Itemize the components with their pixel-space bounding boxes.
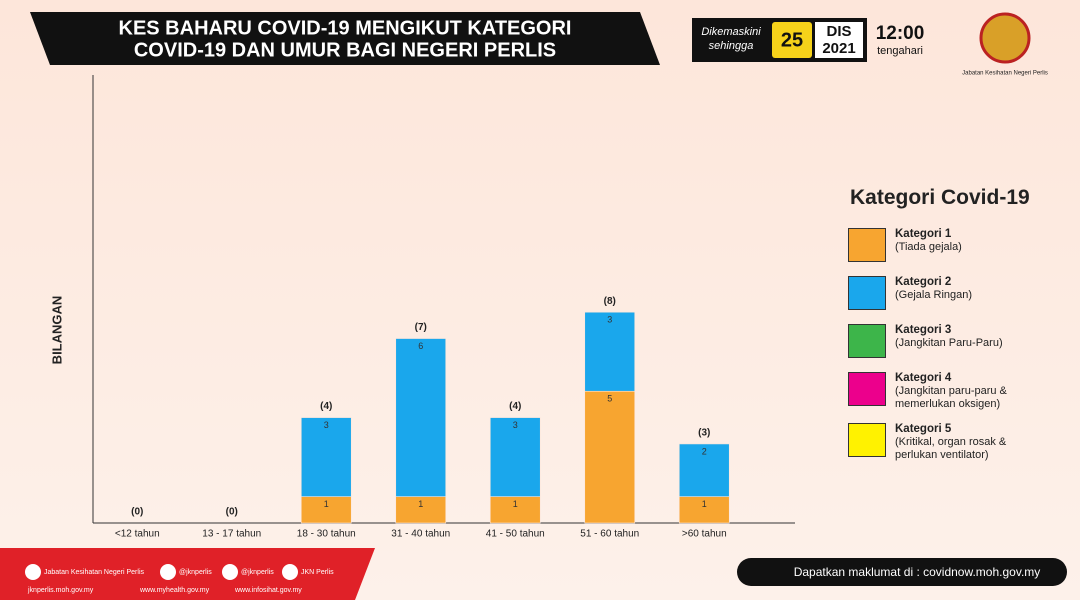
segment-label: 5	[607, 394, 612, 404]
total-label: (4)	[509, 401, 521, 412]
bar-segment	[300, 496, 352, 524]
bar-segment	[489, 417, 541, 497]
legend-description: (Jangkitan Paru-Paru)	[895, 337, 1003, 349]
legend-description: (Kritikal, organ rosak & perlukan ventil…	[895, 436, 1007, 461]
segment-label: 1	[324, 499, 329, 509]
segment-label: 3	[513, 420, 518, 430]
legend-text: Kategori 4 (Jangkitan paru-paru & memerlu…	[895, 372, 1045, 411]
x-tick-label: 31 - 40 tahun	[391, 529, 450, 540]
social-handle: Jabatan Kesihatan Negeri Perlis	[44, 569, 145, 576]
social-handle: @jknperlis	[241, 569, 274, 576]
footer-info-box	[737, 558, 1067, 586]
footer-site: www.myhealth.gov.my	[139, 587, 210, 594]
footer-site: www.infosihat.gov.my	[234, 587, 302, 594]
legend-description: (Tiada gejala)	[895, 241, 962, 253]
day: 25	[781, 29, 803, 51]
segment-label: 1	[702, 499, 707, 509]
bar-segment	[395, 338, 447, 497]
total-label: (0)	[131, 507, 143, 518]
logo-caption: Jabatan Kesihatan Negeri Perlis	[962, 71, 1048, 77]
bar-segment	[584, 390, 636, 524]
bar-segment	[395, 496, 447, 524]
legend-item: Kategori 3 (Jangkitan Paru-Paru)	[848, 324, 1058, 360]
legend-item: Kategori 2 (Gejala Ringan)	[848, 276, 1058, 312]
social-handle: JKN Perlis	[301, 569, 334, 576]
legend-text: Kategori 2 (Gejala Ringan)	[895, 276, 1045, 312]
x-tick-label: >60 tahun	[682, 529, 727, 540]
logo	[979, 12, 1031, 64]
legend-title: Kategori Covid-19	[850, 186, 1030, 209]
updated-label: Dikemaskini	[701, 26, 761, 38]
bar-segment	[489, 496, 541, 524]
footer-info: Dapatkan maklumat di : covidnow.moh.gov.…	[794, 565, 1041, 579]
bar-segment	[300, 417, 352, 497]
time: 12:00	[876, 23, 925, 44]
legend-swatch	[848, 372, 886, 406]
total-label: (8)	[604, 296, 616, 307]
social-icon	[160, 564, 176, 580]
social-handle: @jknperlis	[179, 569, 212, 576]
legend-item: Kategori 1 (Tiada gejala)	[848, 228, 1058, 264]
social-icon	[282, 564, 298, 580]
segment-label: 1	[418, 499, 423, 509]
total-label: (4)	[320, 401, 332, 412]
updated-label: sehingga	[709, 40, 754, 52]
legend-swatch	[848, 423, 886, 457]
legend-swatch	[848, 228, 886, 262]
time-note: tengahari	[877, 45, 923, 57]
legend-text: Kategori 5 (Kritikal, organ rosak & perlu…	[895, 423, 1045, 462]
legend-name: Kategori 5	[895, 423, 952, 435]
segment-label: 3	[324, 420, 329, 430]
bar-segment	[678, 496, 730, 524]
bar-segment	[584, 311, 636, 392]
legend-name: Kategori 2	[895, 276, 952, 288]
legend-name: Kategori 4	[895, 372, 952, 384]
year: 2021	[822, 40, 855, 57]
segment-label: 3	[607, 315, 612, 325]
footer-banner	[0, 548, 375, 600]
legend-item: Kategori 4 (Jangkitan paru-paru & memerlu…	[848, 372, 1058, 411]
x-tick-label: 18 - 30 tahun	[297, 529, 356, 540]
legend-name: Kategori 1	[895, 228, 952, 240]
total-label: (0)	[226, 507, 238, 518]
social-icon	[25, 564, 41, 580]
total-label: (7)	[415, 322, 427, 333]
legend-description: (Jangkitan paru-paru & memerlukan oksige…	[895, 385, 1007, 410]
legend-text: Kategori 1 (Tiada gejala)	[895, 228, 1045, 264]
x-tick-label: 51 - 60 tahun	[580, 529, 639, 540]
x-tick-label: 13 - 17 tahun	[202, 529, 261, 540]
legend-swatch	[848, 276, 886, 310]
social-icon	[222, 564, 238, 580]
legend-description: (Gejala Ringan)	[895, 289, 973, 301]
y-axis-label: BILANGAN	[49, 296, 64, 365]
legend-item: Kategori 5 (Kritikal, organ rosak & perlu…	[848, 423, 1058, 462]
legend-name: Kategori 3	[895, 324, 952, 336]
footer-site: jknperlis.moh.gov.my	[27, 587, 94, 594]
legend: Kategori Covid-19 Kategori 1 (Tiada gejal…	[848, 186, 1058, 474]
segment-label: 6	[418, 341, 423, 351]
title: KES BAHARU COVID-19 MENGIKUT KATEGORI	[119, 17, 572, 39]
month: DIS	[826, 23, 851, 40]
day-box	[772, 22, 812, 58]
total-label: (3)	[698, 428, 710, 439]
month-box	[815, 22, 863, 58]
segment-label: 1	[513, 499, 518, 509]
title: COVID-19 DAN UMUR BAGI NEGERI PERLIS	[134, 39, 556, 61]
x-tick-label: 41 - 50 tahun	[486, 529, 545, 540]
segment-label: 2	[702, 446, 707, 456]
title-banner	[30, 12, 660, 65]
legend-swatch	[848, 324, 886, 358]
x-tick-label: <12 tahun	[115, 529, 160, 540]
legend-text: Kategori 3 (Jangkitan Paru-Paru)	[895, 324, 1045, 360]
bar-segment	[678, 443, 730, 497]
